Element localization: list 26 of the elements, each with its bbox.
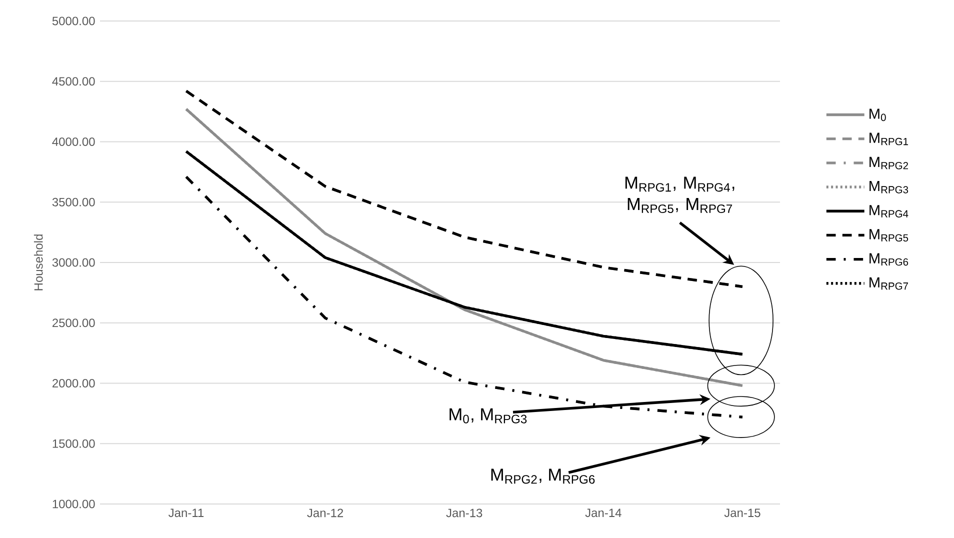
legend-label: M$_{RPG6}$	[870, 253, 908, 266]
y-tick-label: 4000.00	[52, 137, 95, 146]
legend-label: M$_{RPG2}$	[870, 156, 908, 170]
legend-label: M$_{RPG3}$	[870, 180, 908, 194]
annotation: M$_{RPG2}$, M$_{RPG6}$	[491, 468, 595, 484]
legend-label: M$_{0}$	[870, 108, 886, 122]
y-tick-label: 1000.00	[52, 500, 95, 508]
x-tick-label: Jan-13	[446, 508, 482, 518]
y-tick-label: 4500.00	[52, 77, 95, 86]
legend-label: M$_{RPG4}$	[870, 205, 908, 218]
y-tick-label: 1500.00	[52, 439, 95, 448]
legend-label: M$_{RPG7}$	[870, 277, 908, 290]
x-tick-label: Jan-14	[585, 508, 622, 518]
y-tick-label: 3500.00	[52, 198, 95, 206]
annotation: M$_{0}$, M$_{RPG3}$	[450, 408, 527, 424]
legend-label: M$_{RPG5}$	[870, 229, 908, 242]
y-axis-title: Household	[34, 234, 43, 290]
x-tick-label: Jan-11	[168, 508, 204, 518]
legend-label: M$_{RPG1}$	[870, 132, 908, 146]
x-tick-label: Jan-12	[307, 508, 344, 518]
y-tick-label: 2000.00	[52, 378, 95, 388]
y-tick-label: 5000.00	[52, 16, 95, 26]
x-tick-label: Jan-15	[724, 508, 760, 518]
text: M$_{RPG1}$, M$_{RPG4}$, M$_{RPG5}$, M$_{RPG7}$	[625, 176, 734, 214]
y-tick-label: 3000.00	[52, 258, 95, 267]
y-tick-label: 2500.00	[52, 318, 95, 328]
